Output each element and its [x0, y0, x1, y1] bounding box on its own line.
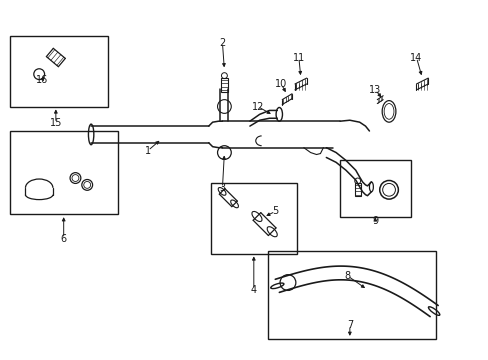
Text: 1: 1 [144, 145, 151, 156]
Bar [221, 78, 227, 92]
Bar [10, 131, 117, 214]
Bar [354, 184, 360, 196]
Bar [10, 36, 107, 107]
Text: 4: 4 [250, 285, 256, 295]
Text: 5: 5 [272, 206, 278, 216]
Text: 8: 8 [344, 271, 350, 281]
Text: 11: 11 [292, 53, 305, 63]
Bar [210, 183, 296, 253]
Text: 6: 6 [61, 234, 67, 244]
Text: 9: 9 [371, 216, 378, 226]
Bar [339, 161, 410, 217]
Bar [267, 251, 435, 339]
Text: 16: 16 [36, 75, 48, 85]
Text: 14: 14 [409, 53, 422, 63]
Text: 3: 3 [219, 183, 225, 193]
Text: 7: 7 [346, 320, 352, 330]
Text: 13: 13 [368, 85, 381, 95]
Text: 10: 10 [275, 79, 287, 89]
Text: 2: 2 [219, 38, 225, 48]
Text: 15: 15 [50, 118, 62, 128]
Text: 12: 12 [251, 102, 264, 112]
